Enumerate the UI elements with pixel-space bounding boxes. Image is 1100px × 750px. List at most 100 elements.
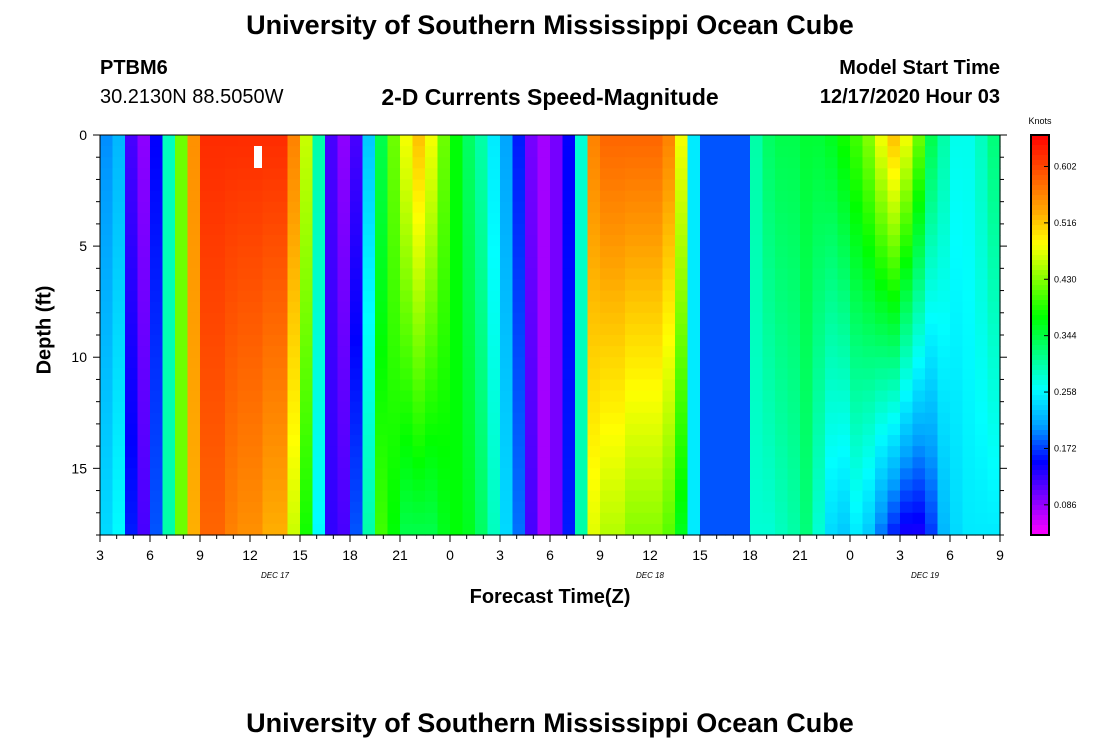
heatmap-cell (112, 212, 126, 225)
heatmap-cell (212, 335, 226, 347)
heatmap-cell (687, 212, 701, 225)
heatmap-cell (562, 235, 576, 247)
heatmap-cell (575, 468, 589, 481)
colorbar-segment (1031, 435, 1049, 441)
heatmap-cell (925, 335, 939, 347)
heatmap-cell (312, 190, 326, 203)
heatmap-cell (687, 412, 701, 425)
heatmap-cell (137, 390, 151, 403)
heatmap-cell (300, 468, 314, 481)
heatmap-cell (637, 179, 651, 192)
heatmap-cell (650, 512, 664, 525)
heatmap-cell (875, 523, 889, 536)
heatmap-cell (650, 312, 664, 325)
heatmap-cell (962, 201, 976, 214)
heatmap-cell (937, 446, 951, 458)
heatmap-cell (937, 490, 951, 503)
heatmap-cell (912, 457, 926, 469)
heatmap-cell (175, 190, 189, 203)
heatmap-cell (975, 268, 989, 281)
heatmap-cell (212, 423, 226, 436)
heatmap-cell (687, 435, 701, 447)
heatmap-cell (650, 501, 664, 514)
heatmap-cell (975, 223, 989, 236)
heatmap-cell (412, 468, 426, 481)
heatmap-cell (262, 323, 276, 336)
heatmap-cell (262, 468, 276, 481)
heatmap-cell (100, 190, 114, 203)
heatmap-cell (825, 312, 839, 325)
heatmap-cell (912, 523, 926, 536)
heatmap-cell (375, 312, 389, 325)
heatmap-cell (975, 435, 989, 447)
heatmap-cell (200, 212, 214, 225)
heatmap-cell (375, 179, 389, 192)
heatmap-cell (337, 357, 351, 369)
heatmap-cell (237, 401, 251, 414)
heatmap-cell (750, 490, 764, 503)
heatmap-cell (562, 446, 576, 458)
heatmap-cell (362, 190, 376, 203)
heatmap-cell (362, 157, 376, 169)
heatmap-cell (375, 390, 389, 403)
heatmap-cell (387, 501, 401, 514)
heatmap-cell (212, 201, 226, 214)
heatmap-cell (225, 412, 239, 425)
heatmap-cell (962, 401, 976, 414)
heatmap-cell (437, 312, 451, 325)
heatmap-cell (800, 201, 814, 214)
heatmap-cell (887, 279, 901, 292)
heatmap-cell (512, 268, 526, 281)
heatmap-cell (125, 168, 139, 181)
heatmap-cell (587, 468, 601, 481)
heatmap-cell (712, 368, 726, 381)
heatmap-cell (500, 512, 514, 525)
colorbar-segment (1031, 290, 1049, 296)
heatmap-cell (962, 379, 976, 392)
heatmap-cell (712, 390, 726, 403)
heatmap-cell (287, 390, 301, 403)
heatmap-cell (812, 512, 826, 525)
heatmap-cell (862, 423, 876, 436)
heatmap-cell (475, 301, 489, 314)
heatmap-cell (662, 268, 676, 281)
heatmap-cell (250, 501, 264, 514)
heatmap-cell (825, 512, 839, 525)
date-label: DEC 17 (261, 571, 290, 580)
heatmap-cell (775, 501, 789, 514)
heatmap-cell (250, 401, 264, 414)
heatmap-cell (675, 523, 689, 536)
heatmap-cell (812, 223, 826, 236)
heatmap-cell (150, 335, 164, 347)
heatmap-cell (237, 135, 251, 147)
heatmap-cell (362, 523, 376, 536)
heatmap-cell (175, 135, 189, 147)
heatmap-cell (325, 290, 339, 303)
heatmap-cell (637, 435, 651, 447)
heatmap-cell (900, 501, 914, 514)
heatmap-cell (937, 223, 951, 236)
heatmap-cell (575, 368, 589, 381)
heatmap-cell (212, 268, 226, 281)
heatmap-cell (550, 435, 564, 447)
heatmap-cell (162, 201, 176, 214)
heatmap-cell (987, 390, 1001, 403)
heatmap-cell (275, 201, 289, 214)
heatmap-cell (325, 301, 339, 314)
heatmap-cell (425, 335, 439, 347)
heatmap-cell (187, 146, 201, 158)
heatmap-cell (887, 201, 901, 214)
heatmap-cell (325, 135, 339, 147)
heatmap-cell (687, 201, 701, 214)
heatmap-cell (850, 435, 864, 447)
heatmap-cell (425, 468, 439, 481)
heatmap-cell (812, 468, 826, 481)
heatmap-cell (562, 390, 576, 403)
heatmap-cell (100, 357, 114, 369)
colorbar-segment (1031, 210, 1049, 216)
heatmap-cell (600, 246, 614, 258)
heatmap-cell (537, 246, 551, 258)
heatmap-cell (350, 212, 364, 225)
heatmap-cell (225, 401, 239, 414)
heatmap-cell (125, 146, 139, 158)
